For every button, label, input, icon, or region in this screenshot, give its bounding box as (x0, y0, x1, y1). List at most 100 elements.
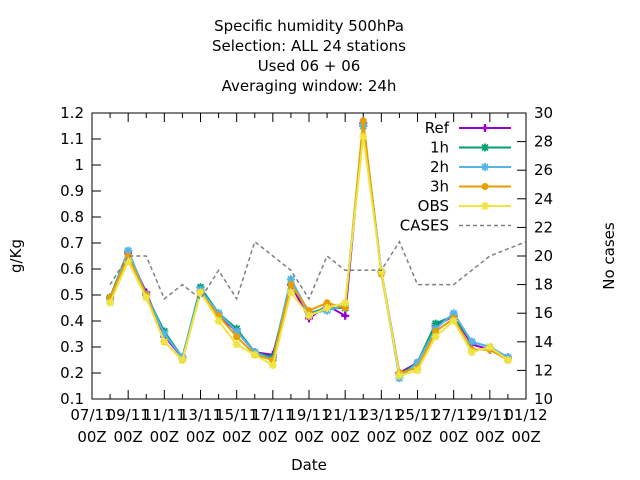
legend-item: Ref (425, 119, 511, 137)
data-point (323, 304, 332, 312)
data-point (250, 350, 259, 359)
x-tick-label: 27/11 (432, 406, 475, 424)
data-point (395, 371, 404, 380)
marker-core (343, 313, 348, 318)
x-tick-label: 00Z (222, 428, 251, 446)
legend-item: CASES (400, 217, 511, 235)
marker-core (451, 310, 457, 316)
x-tick-label: 07/11 (70, 406, 113, 424)
series-obs (106, 132, 512, 380)
marker-core (482, 145, 488, 150)
y2-tick-label: 16 (534, 304, 553, 322)
legend-marker (481, 124, 489, 132)
plot-border (91, 112, 527, 400)
x-tick-label: 00Z (511, 428, 540, 446)
data-point (359, 132, 368, 141)
legend-marker (481, 143, 489, 152)
y-tick-label: 1.1 (60, 130, 84, 148)
title-line: Specific humidity 500hPa (214, 17, 404, 35)
legend-item: 1h (430, 139, 511, 157)
data-point (413, 366, 422, 375)
legend-marker (481, 163, 489, 171)
y2-tick-label: 12 (534, 361, 553, 379)
marker-core (360, 134, 366, 139)
x-tick-label: 00Z (113, 428, 142, 446)
data-point (485, 343, 494, 351)
data-point (449, 317, 458, 325)
x-tick-label: 23/11 (360, 406, 403, 424)
marker-core (252, 352, 258, 358)
x-tick-label: 13/11 (179, 406, 222, 424)
x-tick-label: 00Z (403, 428, 432, 446)
marker-core (342, 300, 348, 306)
data-point (431, 332, 440, 341)
marker-core (482, 164, 488, 170)
data-point (341, 304, 349, 312)
data-point (160, 337, 169, 346)
y-tick-label: 0.8 (60, 208, 84, 226)
marker-core (198, 290, 203, 295)
data-point (287, 281, 295, 289)
y2-tick-label: 24 (534, 190, 553, 208)
marker-core (324, 305, 330, 311)
x-tick-label: 21/11 (324, 406, 367, 424)
x-tick-label: 11/11 (143, 406, 186, 424)
marker-core (469, 349, 475, 355)
marker-core (306, 313, 312, 319)
data-point (124, 257, 133, 266)
marker-core (505, 357, 511, 363)
y2-tick-label: 30 (534, 104, 553, 122)
y2-tick-label: 26 (534, 161, 553, 179)
title-line: Averaging window: 24h (222, 77, 397, 95)
legend-label: Ref (425, 119, 450, 137)
marker-core (107, 300, 113, 306)
marker-core (433, 321, 438, 326)
x-tick-label: 00Z (258, 428, 287, 446)
y-axis-left: 0.1 0.2 0.3 0.4 0.5 0.6 0.7 0.8 0.9 1 1.1 1.2 (60, 104, 101, 408)
data-point (142, 293, 151, 302)
legend-item: OBS (418, 197, 511, 215)
x-tick-label: 17/11 (251, 406, 294, 424)
y2-tick-label: 28 (534, 133, 553, 151)
y2-tick-label: 20 (534, 247, 553, 265)
marker-core (397, 373, 402, 378)
marker-core (288, 290, 294, 295)
title-line: Selection: ALL 24 stations (212, 37, 406, 55)
y-tick-label: 1 (74, 156, 84, 174)
data-point (323, 299, 331, 307)
x-tick-label: 00Z (475, 428, 504, 446)
data-point (467, 348, 476, 357)
y-tick-label: 0.6 (60, 260, 84, 278)
x-tick-label: 09/11 (107, 406, 150, 424)
data-point (124, 246, 133, 255)
marker-core (125, 258, 131, 264)
x-tick-label: 00Z (367, 428, 396, 446)
marker-core (161, 331, 167, 337)
x-axis: 07/1100Z09/1100Z11/1100Z13/1100Z15/1100Z… (70, 113, 548, 446)
legend-item: 3h (430, 178, 511, 196)
data-point (377, 267, 386, 276)
x-axis-label: Date (291, 456, 327, 474)
chart-title: Specific humidity 500hPa Selection: ALL 2… (212, 17, 406, 95)
plot-frame (91, 112, 527, 400)
marker-core (451, 318, 457, 324)
legend-label: CASES (400, 217, 449, 235)
marker-core (234, 329, 240, 334)
x-tick-label: 15/11 (215, 406, 258, 424)
data-point (232, 340, 241, 349)
y-tick-label: 0.5 (60, 286, 84, 304)
legend-label: OBS (418, 197, 449, 215)
y-axis-right: 10 12 14 16 18 20 22 24 26 28 30 (517, 104, 553, 408)
legend-label: 3h (430, 178, 449, 196)
x-tick-label: 00Z (150, 428, 179, 446)
marker-core (216, 318, 221, 324)
marker-core (125, 248, 131, 254)
data-point (286, 288, 295, 297)
y-tick-label: 0.1 (60, 390, 84, 408)
x-tick-label: 00Z (330, 428, 359, 446)
x-tick-label: 00Z (77, 428, 106, 446)
data-point (196, 288, 205, 297)
data-point (178, 356, 187, 364)
y2-axis-label: No cases (600, 222, 618, 290)
